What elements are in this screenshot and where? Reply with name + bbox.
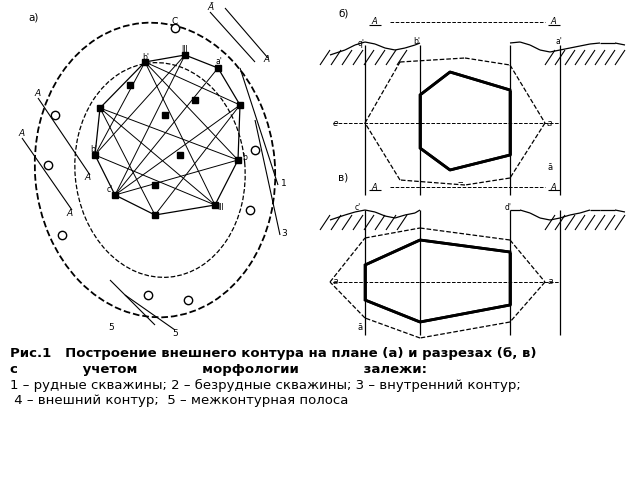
Text: A: A <box>371 182 377 192</box>
Text: б): б) <box>338 8 348 18</box>
Text: 1 – рудные скважины; 2 – безрудные скважины; 3 – внутренний контур;: 1 – рудные скважины; 2 – безрудные скваж… <box>10 379 521 392</box>
Text: b': b' <box>413 36 420 46</box>
Text: Рис.1   Построение внешнего контура на плане (а) и разрезах (б, в): Рис.1 Построение внешнего контура на пла… <box>10 347 536 360</box>
Text: A: A <box>263 56 269 64</box>
Text: c': c' <box>355 203 361 212</box>
Text: A: A <box>84 173 90 182</box>
Text: ā: ā <box>358 324 363 333</box>
Text: ā: ā <box>548 164 553 172</box>
Text: A: A <box>66 208 72 217</box>
Text: 1: 1 <box>281 179 287 188</box>
Text: 5: 5 <box>172 328 178 337</box>
Text: 4 – внешний контур;  5 – межконтурная полоса: 4 – внешний контур; 5 – межконтурная пол… <box>10 394 348 407</box>
Text: b: b <box>242 153 247 161</box>
Text: с              учетом              морфологии              залежи:: с учетом морфологии залежи: <box>10 363 427 376</box>
Text: A: A <box>34 88 40 97</box>
Text: Ã: Ã <box>207 3 213 12</box>
Text: A: A <box>371 17 377 26</box>
Text: c': c' <box>107 185 113 194</box>
Text: A: A <box>18 129 24 137</box>
Text: III: III <box>217 204 224 213</box>
Text: III: III <box>181 45 188 53</box>
Text: 5: 5 <box>108 324 114 333</box>
Text: a': a' <box>215 58 222 67</box>
Text: A: A <box>550 182 556 192</box>
Text: e: e <box>333 119 339 128</box>
Text: b': b' <box>90 145 97 155</box>
Text: C: C <box>172 17 178 26</box>
Text: а): а) <box>28 13 38 23</box>
Text: –: – <box>457 177 463 187</box>
Text: d': d' <box>505 203 512 212</box>
Text: 3: 3 <box>281 228 287 238</box>
Text: a: a <box>548 277 554 287</box>
Text: a': a' <box>555 36 562 46</box>
Text: q': q' <box>358 38 365 48</box>
Text: в): в) <box>338 173 348 183</box>
Text: a: a <box>333 277 339 287</box>
Text: a: a <box>547 119 552 128</box>
Text: A: A <box>550 17 556 26</box>
Text: b': b' <box>142 52 149 61</box>
